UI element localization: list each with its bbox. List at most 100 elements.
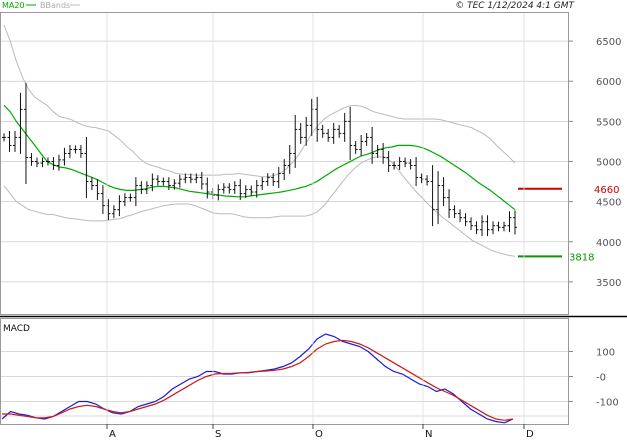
ohlc-bar	[298, 122, 303, 144]
ohlc-bar	[29, 153, 34, 166]
ohlc-bar	[491, 221, 496, 235]
ohlc-bar	[348, 106, 353, 160]
month-label: N	[425, 429, 432, 440]
ohlc-bar	[51, 157, 56, 170]
month-label: D	[526, 429, 534, 440]
ohlc-bar	[463, 213, 468, 227]
ohlc-bar	[425, 175, 430, 186]
ohlc-bar	[287, 145, 292, 174]
ohlc-bar	[370, 126, 375, 164]
ohlc-bar	[249, 185, 254, 197]
ohlc-bar	[144, 181, 149, 195]
ohlc-bar	[265, 173, 270, 186]
ohlc-bar	[161, 177, 166, 186]
ohlc-bar	[227, 183, 232, 194]
ohlc-bar	[474, 221, 479, 235]
price-tick-label: 4000	[596, 238, 621, 249]
ohlc-bar	[12, 130, 17, 152]
ohlc-bar	[293, 114, 298, 168]
ohlc-bar	[232, 181, 237, 195]
ohlc-bar	[221, 183, 226, 194]
ohlc-bar	[18, 92, 23, 154]
ohlc-bar	[122, 193, 127, 207]
ohlc-bar	[95, 179, 100, 201]
ohlc-bar	[73, 145, 78, 154]
ohlc-bar	[199, 171, 204, 190]
ohlc-bar	[172, 179, 177, 190]
ma20-line	[3, 104, 516, 211]
ohlc-bar	[359, 135, 364, 156]
ohlc-bar	[320, 124, 325, 138]
price-tick-label: 4500	[596, 198, 621, 209]
ohlc-bar	[100, 185, 105, 215]
ohlc-bar	[150, 173, 155, 192]
ohlc-bar	[128, 193, 133, 202]
ohlc-bar	[34, 157, 39, 168]
ohlc-bar	[183, 173, 188, 184]
ohlc-bar	[337, 124, 342, 138]
legend-bbands: BBands	[40, 1, 70, 10]
macd-title: MACD	[3, 324, 30, 334]
ohlc-bar	[23, 82, 28, 184]
ohlc-bar	[188, 173, 193, 184]
ohlc-bar	[238, 179, 243, 201]
ohlc-bar	[414, 157, 419, 186]
ohlc-bar	[40, 157, 45, 168]
ohlc-bar	[111, 205, 116, 219]
macd-tick-label: -0	[596, 373, 606, 384]
copyright-text: © TEC 1/12/2024 4:1 GMT	[455, 1, 575, 11]
ohlc-bar	[7, 130, 12, 152]
macd-tick-label: -100	[596, 398, 619, 409]
ohlc-bar	[430, 165, 435, 227]
ohlc-bar	[254, 179, 259, 198]
legend-ma20: MA20	[2, 1, 25, 10]
ohlc-bar	[2, 133, 6, 142]
macd-panel-frame	[0, 318, 569, 425]
ohlc-bar	[89, 177, 94, 190]
ohlc-bar	[84, 137, 89, 199]
ohlc-bar	[496, 221, 501, 232]
price-tick-label: 3500	[596, 278, 621, 289]
ohlc-bar	[243, 185, 248, 199]
month-label: A	[109, 429, 116, 440]
ohlc-bar	[166, 177, 171, 190]
ohlc-bar	[507, 211, 512, 233]
level-label: 3818	[569, 252, 594, 263]
price-tick-label: 6500	[596, 37, 621, 48]
ohlc-bar	[364, 132, 369, 146]
price-tick-label: 5000	[596, 157, 621, 168]
ohlc-bar	[381, 143, 386, 164]
ohlc-bar	[177, 174, 182, 188]
ohlc-bar	[480, 215, 485, 237]
ohlc-bar	[56, 154, 61, 171]
right-axis-price-bg	[569, 12, 627, 315]
ohlc-bar	[452, 205, 457, 219]
ohlc-bar	[408, 159, 413, 170]
ohlc-bar	[342, 112, 347, 142]
ohlc-bar	[485, 215, 490, 237]
bollinger-upper-line	[3, 24, 516, 178]
month-label: S	[215, 429, 221, 440]
ohlc-bar	[139, 181, 144, 195]
ohlc-bar	[315, 96, 320, 142]
ohlc-bar	[276, 167, 281, 188]
ohlc-bar	[441, 177, 446, 207]
ohlc-bar	[436, 171, 441, 225]
ohlc-bar	[331, 122, 336, 144]
ohlc-bar	[469, 217, 474, 231]
ohlc-bar	[155, 175, 160, 186]
ohlc-bar	[205, 177, 210, 199]
ohlc-bar	[78, 145, 83, 158]
ohlc-bar	[403, 157, 408, 168]
ohlc-bar	[45, 157, 50, 166]
ohlc-bar	[133, 177, 138, 207]
price-tick-label: 5500	[596, 117, 621, 128]
ohlc-bar	[458, 209, 463, 223]
ohlc-bar	[271, 173, 276, 186]
ohlc-bar	[304, 116, 309, 146]
ohlc-bar	[375, 145, 380, 158]
ohlc-bar	[502, 221, 507, 232]
ohlc-bar	[392, 161, 397, 170]
ohlc-bar	[260, 177, 265, 190]
